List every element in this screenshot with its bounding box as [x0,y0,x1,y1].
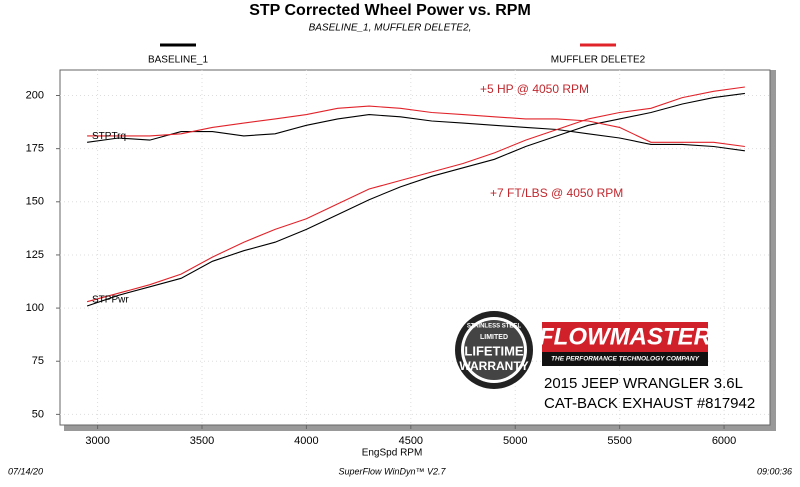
frame-shadow [64,425,776,431]
line-torque [87,114,745,152]
caption: CAT-BACK EXHAUST #817942 [544,395,755,412]
line-power [86,92,745,307]
y-tick-label: 50 [32,408,44,420]
badge-text: STAINLESS STEEL [467,324,522,330]
x-tick-label: 3000 [85,435,109,447]
x-tick-label: 4000 [294,435,318,447]
line-power [86,86,745,303]
y-tick-label: 150 [26,196,44,208]
chart-subtitle: BASELINE_1, MUFFLER DELETE2, [309,23,472,34]
x-tick-label: 5500 [607,435,631,447]
footer-time: 09:00:36 [757,466,792,476]
logo-tagline: THE PERFORMANCE TECHNOLOGY COMPANY [551,356,699,363]
curve-label: STPTrq [92,131,126,142]
logo: FLOWMASTER THE PERFORMANCE TECHNOLOGY CO… [539,322,712,366]
y-tick-label: 125 [26,249,44,261]
plot-area [59,69,771,426]
footer-date: 07/14/20 [8,466,43,476]
chart-title: STP Corrected Wheel Power vs. RPM [249,2,531,19]
y-tick-label: 75 [32,355,44,367]
y-tick-label: 175 [26,143,44,155]
legend-label: MUFFLER DELETE2 [551,55,646,66]
badge-text: LIFETIME [464,343,524,358]
badge-text: WARRANTY [459,359,528,373]
line-torque [87,105,745,148]
logo-brand: FLOWMASTER [539,323,712,350]
logo-red [542,322,708,352]
x-tick-label: 3500 [190,435,214,447]
y-tick-label: 100 [26,302,44,314]
annotation: +7 FT/LBS @ 4050 RPM [490,186,623,200]
frame-shadow [770,70,776,425]
x-tick-label: 5000 [503,435,527,447]
x-tick-label: 6000 [712,435,736,447]
annotation: +5 HP @ 4050 RPM [480,82,589,96]
caption: 2015 JEEP WRANGLER 3.6L [544,375,743,392]
badge-inner [464,320,524,380]
curve-label: STPPwr [92,295,129,306]
badge-text: LIMITED [480,334,508,341]
footer-software: SuperFlow WinDyn™ V2.7 [339,466,447,476]
legend-label: BASELINE_1 [148,55,208,66]
y-tick-label: 200 [26,89,44,101]
badge: STAINLESS STEEL LIMITED LIFETIME WARRANT… [455,311,533,389]
x-axis-label: EngSpd RPM [362,448,423,459]
x-tick-label: 4500 [399,435,423,447]
